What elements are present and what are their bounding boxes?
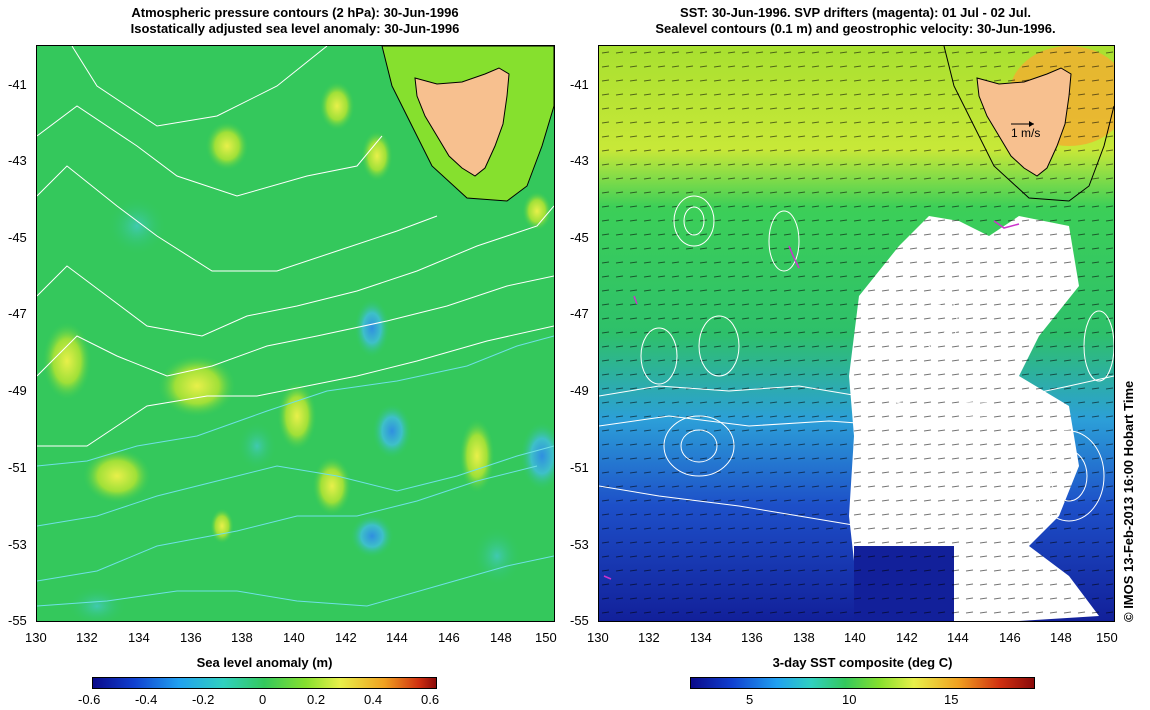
lon-tick: 150 <box>1096 630 1118 645</box>
lon-tick: 138 <box>231 630 253 645</box>
anomaly-blob <box>520 421 554 491</box>
lon-tick: 148 <box>490 630 512 645</box>
lon-tick: 136 <box>180 630 202 645</box>
anomaly-blob <box>42 321 92 401</box>
colorbar-tick: -0.6 <box>78 692 101 707</box>
anomaly-blob <box>319 81 355 131</box>
lat-tick: -55 <box>570 613 589 628</box>
svp-drifter-tracks <box>603 220 1020 580</box>
tasmania-landmass <box>976 67 1072 177</box>
lon-tick: 130 <box>587 630 609 645</box>
colorbar-tick: 15 <box>944 692 959 707</box>
anomaly-blob <box>210 508 234 544</box>
anomaly-blob <box>350 514 394 558</box>
lat-tick: -51 <box>8 460 27 475</box>
lon-tick: 140 <box>844 630 866 645</box>
anomaly-blob <box>459 418 495 494</box>
lon-tick: 142 <box>896 630 918 645</box>
lat-tick: -45 <box>570 230 589 245</box>
colorbar-tick: 0.6 <box>421 692 440 707</box>
anomaly-blob <box>237 421 277 471</box>
colorbar-tick: 10 <box>842 692 857 707</box>
right-title-line2: Sealevel contours (0.1 m) and geostrophi… <box>655 21 1056 36</box>
anomaly-blob <box>67 586 127 621</box>
colorbar-tick: 5 <box>746 692 754 707</box>
colorbar-tick: 0.2 <box>307 692 326 707</box>
lat-tick: -43 <box>8 153 27 168</box>
pressure-contours <box>37 46 554 607</box>
lon-tick: 134 <box>128 630 150 645</box>
colorbar-tick: 0 <box>259 692 267 707</box>
scale-arrow-label: 1 m/s <box>1011 126 1041 140</box>
lon-tick: 134 <box>690 630 712 645</box>
lat-tick: -45 <box>8 230 27 245</box>
lat-tick: -53 <box>570 537 589 552</box>
right-title-line1: SST: 30-Jun-1996. SVP drifters (magenta)… <box>680 5 1031 20</box>
lon-tick: 142 <box>335 630 357 645</box>
lon-tick: 146 <box>438 630 460 645</box>
colorbar-tick: -0.2 <box>192 692 215 707</box>
lat-tick: -47 <box>570 306 589 321</box>
anomaly-blob <box>82 448 152 504</box>
colorbar-tick: -0.4 <box>135 692 158 707</box>
lon-tick: 146 <box>999 630 1021 645</box>
lon-tick: 140 <box>283 630 305 645</box>
sealevel-contours <box>599 195 1114 527</box>
left-colorbar-label: Sea level anomaly (m) <box>196 655 333 670</box>
anomaly-blob <box>205 121 249 171</box>
lat-tick: -47 <box>8 306 27 321</box>
anomaly-blob <box>354 298 390 358</box>
lon-tick: 132 <box>638 630 660 645</box>
lon-tick: 144 <box>386 630 408 645</box>
lon-tick: 150 <box>535 630 557 645</box>
lat-tick: -53 <box>8 537 27 552</box>
sea-level-colorbar <box>92 677 437 689</box>
lat-tick: -49 <box>8 383 27 398</box>
anomaly-blob <box>312 456 352 516</box>
sst-composite-map: 1 m/s <box>598 45 1115 622</box>
anomaly-blob <box>372 403 412 459</box>
lon-tick: 136 <box>741 630 763 645</box>
lat-tick: -41 <box>570 77 589 92</box>
lat-tick: -41 <box>8 77 27 92</box>
sea-level-anomaly-map <box>36 45 555 622</box>
right-colorbar-label: 3-day SST composite (deg C) <box>772 655 953 670</box>
anomaly-blob <box>361 130 393 182</box>
anomaly-blob <box>522 191 552 231</box>
left-title-line2: Isostatically adjusted sea level anomaly… <box>130 21 460 36</box>
anomaly-blob <box>107 196 167 256</box>
lat-tick: -55 <box>8 613 27 628</box>
lat-tick: -43 <box>570 153 589 168</box>
scale-arrowhead <box>1029 121 1034 127</box>
continental-shelf-outline <box>943 46 1114 202</box>
lon-tick: 132 <box>76 630 98 645</box>
lon-tick: 144 <box>947 630 969 645</box>
anomaly-blob <box>157 354 237 418</box>
anomaly-blob <box>472 526 522 586</box>
lon-tick: 138 <box>793 630 815 645</box>
lat-tick: -51 <box>570 460 589 475</box>
tasmania-landmass <box>414 67 510 177</box>
lon-tick: 148 <box>1050 630 1072 645</box>
lat-tick: -49 <box>570 383 589 398</box>
colorbar-tick: 0.4 <box>364 692 383 707</box>
lon-tick: 130 <box>25 630 47 645</box>
credit-text: © IMOS 13-Feb-2013 16:00 Hobart Time <box>1121 380 1136 622</box>
sst-colorbar <box>690 677 1035 689</box>
anomaly-blob <box>277 381 317 451</box>
left-title-line1: Atmospheric pressure contours (2 hPa): 3… <box>131 5 459 20</box>
